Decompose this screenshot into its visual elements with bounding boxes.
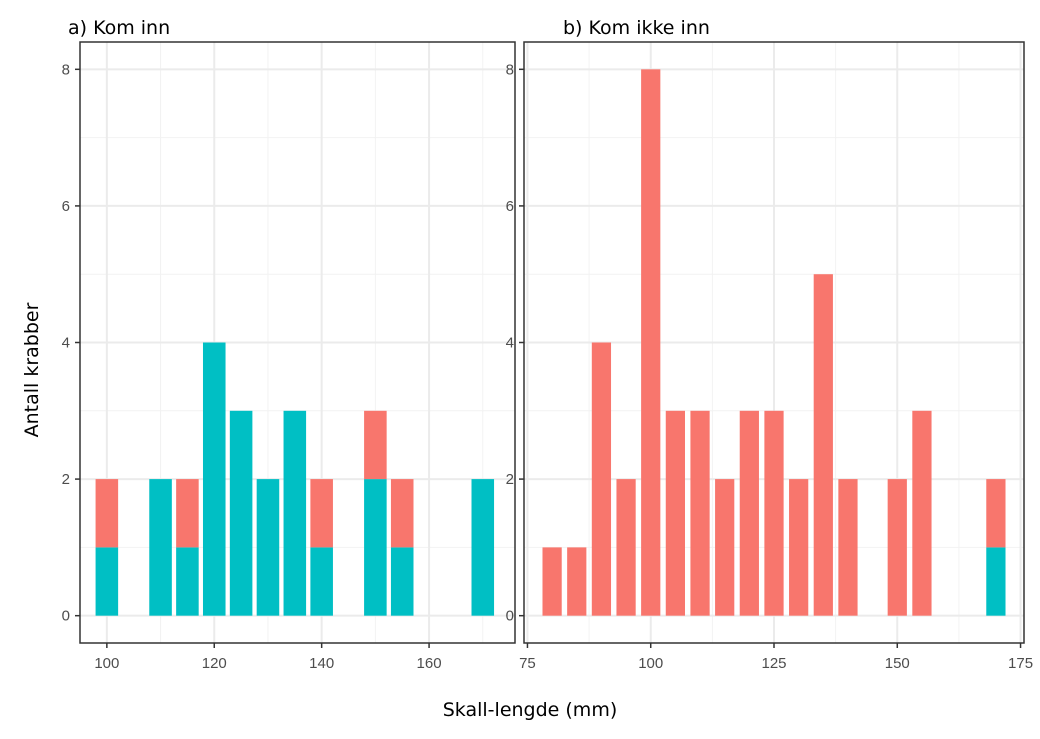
y-tick-label: 2	[62, 471, 70, 488]
bar-red-120	[739, 410, 759, 616]
bar-teal-170	[471, 479, 495, 616]
bar-red-110	[690, 410, 710, 616]
bar-red-135	[813, 274, 833, 616]
y-tick-label: 0	[506, 608, 514, 625]
y-tick-label: 8	[506, 61, 514, 78]
bar-red-90	[591, 342, 612, 616]
panel-a-title: a) Kom inn	[68, 17, 170, 39]
panel-b: 75 100 125 150 175 0 2 4 6 8	[506, 41, 1033, 672]
bar-red-130	[789, 479, 809, 616]
bar-teal-135	[283, 410, 307, 616]
y-tick-label: 6	[506, 198, 514, 215]
bar-red-80	[542, 547, 562, 616]
x-tick-label: 100	[94, 655, 119, 672]
bar-red-150	[887, 479, 907, 616]
bar-red-150	[364, 410, 387, 480]
y-tick-label: 6	[62, 198, 70, 215]
panel-b-title: b) Kom ikke inn	[563, 17, 710, 39]
bar-teal-115	[176, 547, 199, 616]
bar-teal-130	[256, 479, 280, 616]
x-tick-label: 175	[1008, 655, 1033, 672]
x-tick-label: 125	[761, 655, 786, 672]
bar-teal-120	[202, 342, 226, 616]
bar-red-100	[641, 69, 661, 616]
bar-teal-110	[149, 479, 172, 616]
x-tick-label: 140	[309, 655, 334, 672]
bar-red-170	[986, 479, 1006, 548]
bar-teal-125	[229, 410, 253, 616]
bar-red-85	[567, 547, 587, 616]
bar-teal-140	[310, 547, 333, 616]
bar-red-125	[764, 410, 784, 616]
x-tick-label: 75	[519, 655, 536, 672]
y-tick-label: 4	[506, 335, 514, 352]
bar-red-100	[95, 479, 119, 548]
bar-teal-170	[986, 547, 1006, 616]
x-axis-label: Skall-lengde (mm)	[443, 699, 618, 721]
bar-red-115	[176, 479, 199, 548]
bar-red-155	[390, 479, 414, 548]
bar-teal-150	[364, 479, 387, 616]
bar-red-105	[665, 410, 685, 616]
y-tick-label: 0	[62, 608, 70, 625]
x-tick-label: 100	[638, 655, 663, 672]
panel-a: 100 120 140 160 0 2 4 6 8	[62, 41, 516, 672]
x-tick-label: 150	[885, 655, 910, 672]
bar-red-95	[616, 479, 636, 616]
y-tick-label: 4	[62, 335, 70, 352]
x-tick-label: 120	[202, 655, 227, 672]
bar-red-140	[310, 479, 333, 548]
y-tick-label: 2	[506, 471, 514, 488]
bar-red-155	[912, 410, 932, 616]
x-tick-label: 160	[417, 655, 442, 672]
bar-red-115	[715, 479, 735, 616]
bar-red-140	[838, 479, 858, 616]
bar-teal-100	[95, 547, 119, 616]
y-tick-label: 8	[62, 61, 70, 78]
y-axis-label: Antall krabber	[21, 302, 43, 437]
bar-teal-155	[390, 547, 414, 616]
